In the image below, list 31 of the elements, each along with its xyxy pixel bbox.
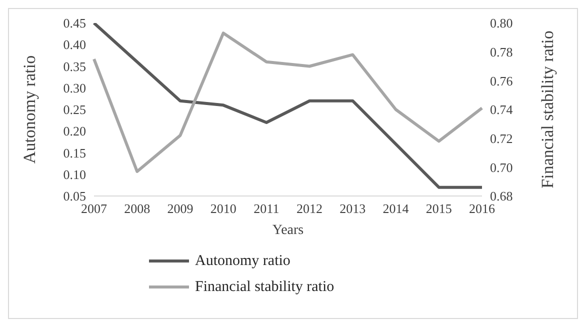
x-tick-label: 2013 bbox=[340, 201, 366, 216]
y-tick-label: 0.15 bbox=[63, 145, 86, 160]
x-tick-label: 2016 bbox=[469, 201, 496, 216]
x-tick-label: 2009 bbox=[167, 201, 194, 216]
y-tick-label: 0.25 bbox=[63, 102, 86, 118]
y-tick-label: 0.35 bbox=[63, 58, 86, 74]
legend-label: Financial stability ratio bbox=[195, 278, 334, 296]
y-tick-label: 0.30 bbox=[63, 80, 86, 96]
x-tick-label: 2010 bbox=[210, 201, 236, 216]
y2-axis-title: Financial stability ratio bbox=[538, 30, 558, 188]
x-tick-label: 2012 bbox=[296, 201, 323, 216]
y2-tick-label: 0.80 bbox=[490, 16, 513, 31]
x-tick-label: 2008 bbox=[124, 201, 150, 216]
y2-tick-label: 0.78 bbox=[490, 44, 513, 60]
legend-label: Autonomy ratio bbox=[195, 252, 290, 270]
y-axis-title: Autonomy ratio bbox=[20, 55, 40, 164]
y-tick-label: 0.20 bbox=[63, 124, 86, 139]
y-tick-label: 0.10 bbox=[63, 166, 86, 182]
y2-tick-label: 0.74 bbox=[490, 102, 514, 118]
x-tick-label: 2011 bbox=[254, 201, 280, 216]
x-axis-title: Years bbox=[272, 223, 304, 238]
y2-tick-label: 0.76 bbox=[490, 73, 514, 88]
y2-tick-label: 0.68 bbox=[490, 188, 513, 204]
y2-tick-label: 0.70 bbox=[490, 160, 513, 175]
y-tick-label: 0.45 bbox=[63, 16, 86, 31]
y-tick-label: 0.05 bbox=[63, 188, 86, 204]
x-tick-label: 2014 bbox=[382, 201, 410, 216]
x-tick-label: 2015 bbox=[426, 201, 452, 216]
x-tick-label: 2007 bbox=[81, 201, 108, 216]
y2-tick-label: 0.72 bbox=[490, 130, 513, 146]
y-tick-label: 0.40 bbox=[63, 37, 86, 52]
